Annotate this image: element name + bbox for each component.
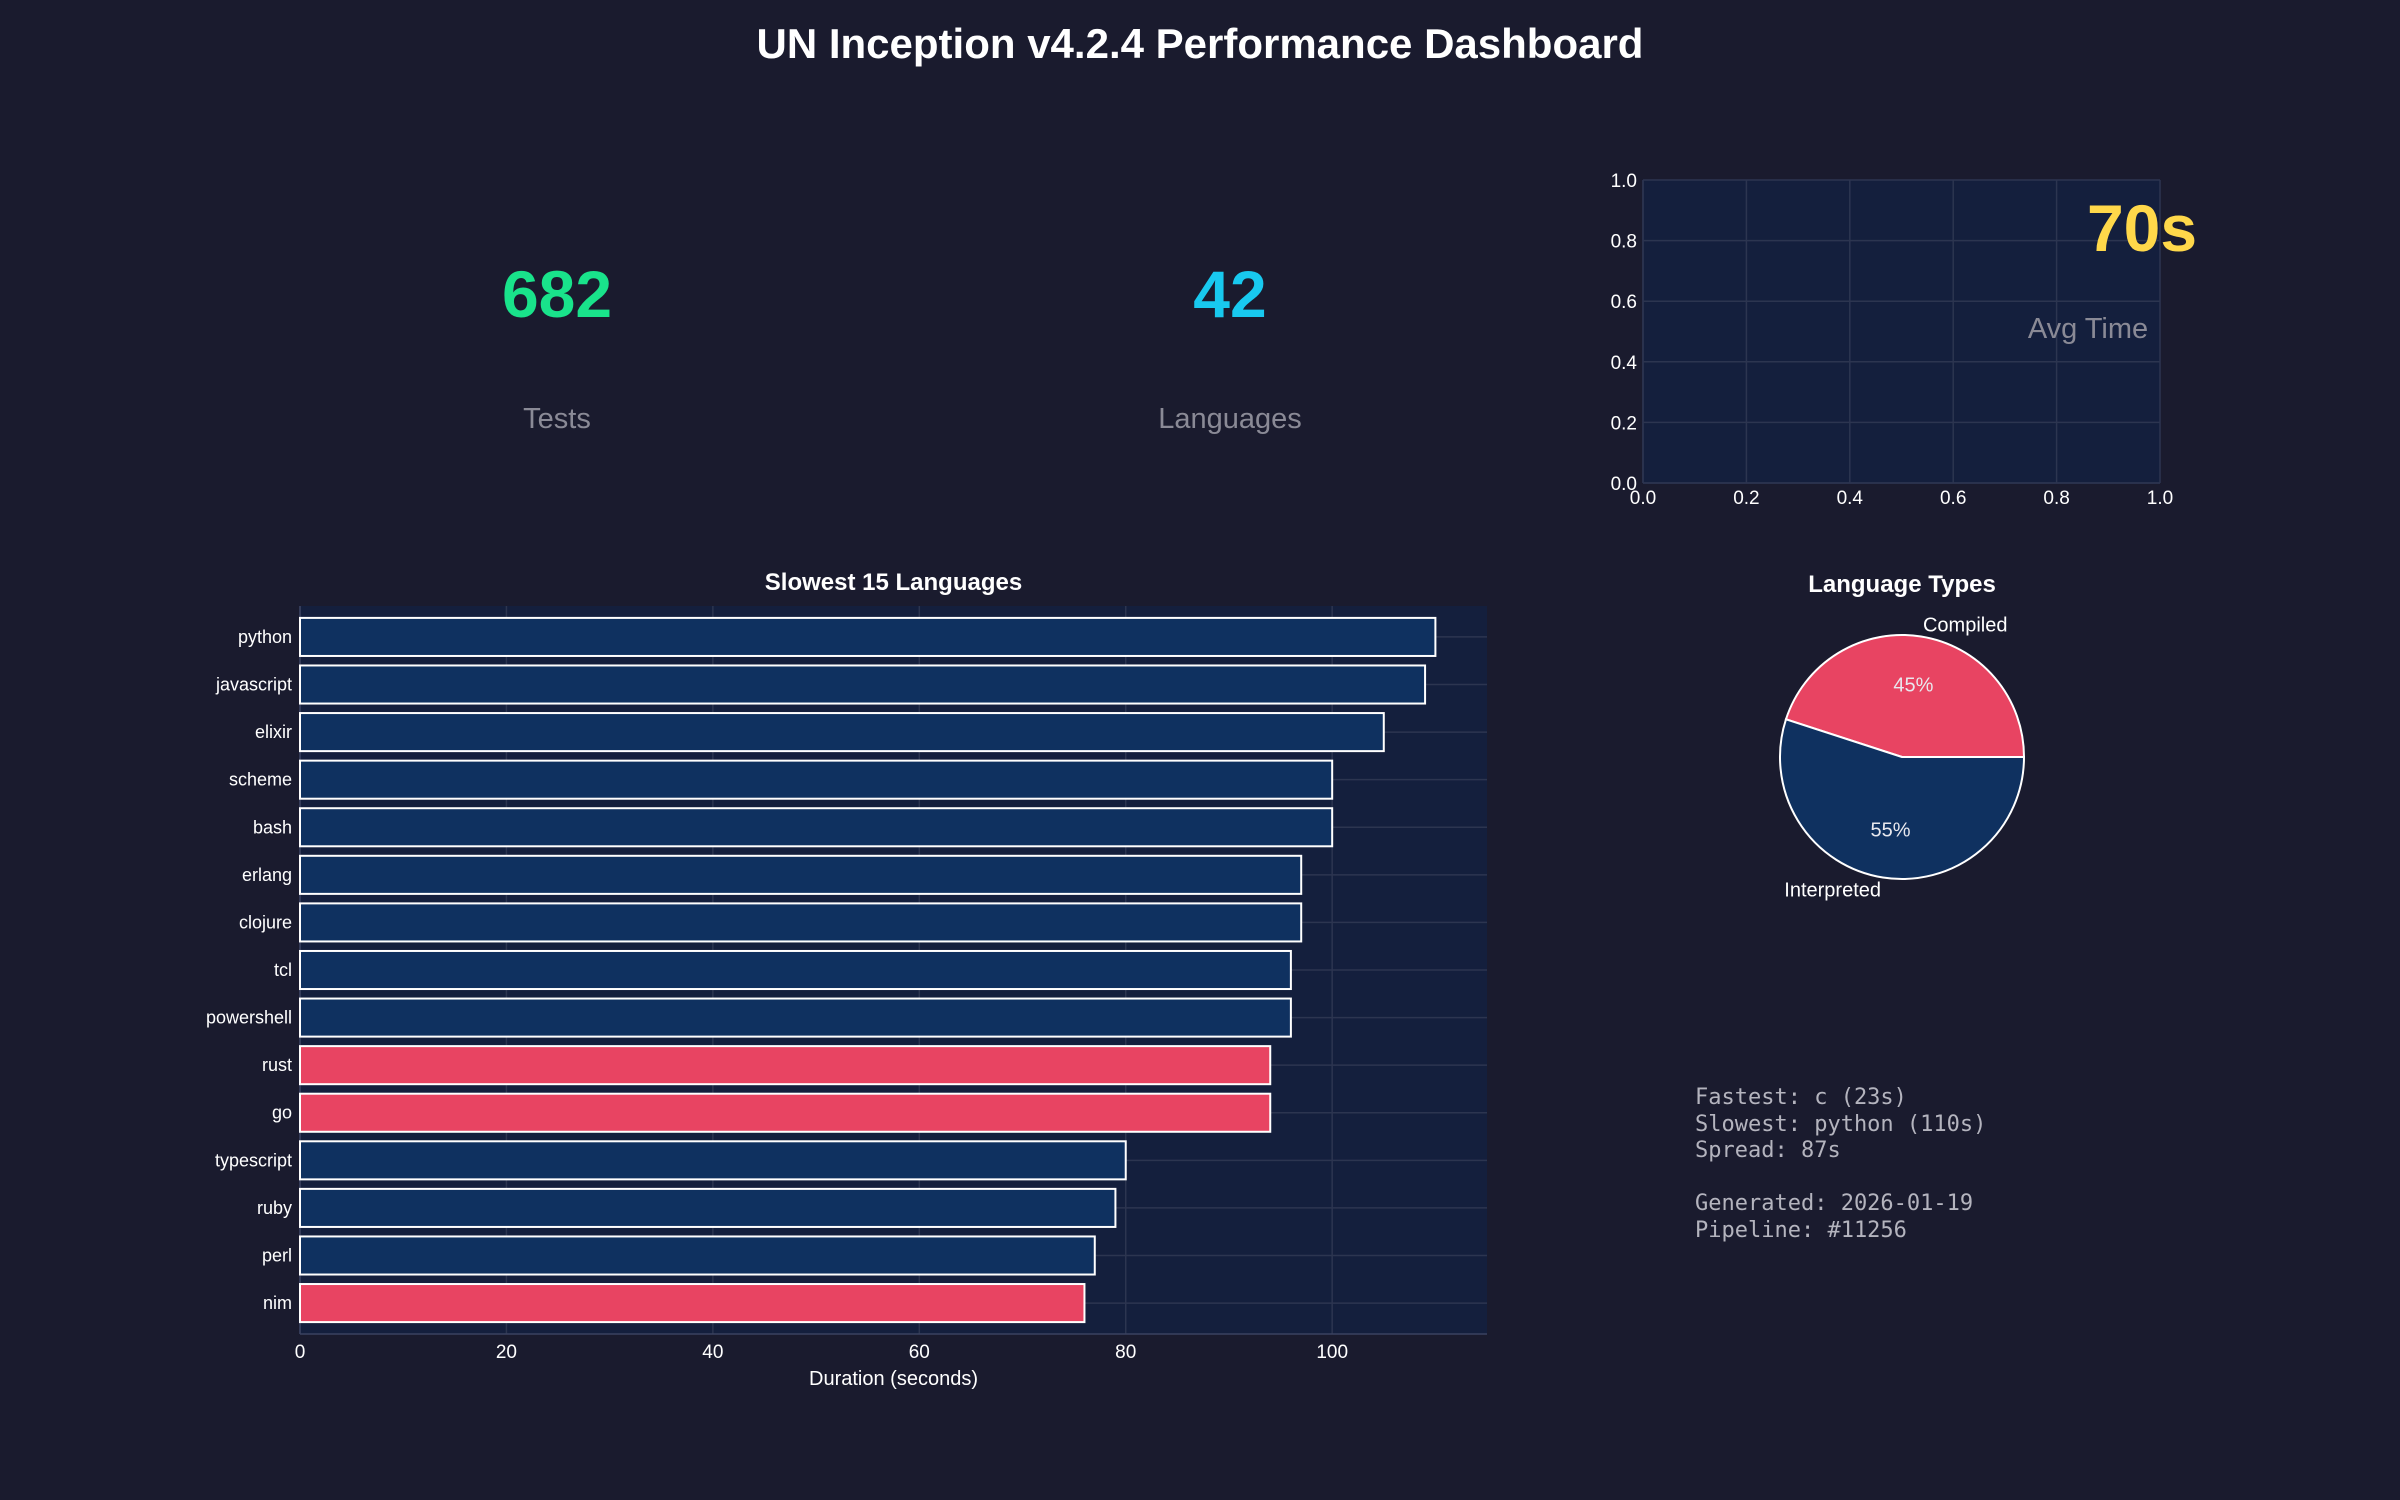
avg-time-value: 70s (2087, 191, 2197, 265)
bar-category-label: bash (253, 817, 292, 837)
bar-category-label: powershell (206, 1008, 292, 1028)
tests-count-value: 682 (501, 257, 613, 331)
bar-clojure (299, 902, 1303, 943)
bar-category-label: erlang (242, 865, 292, 885)
stat-fastest: Fastest: c (23s) (1695, 1085, 1907, 1110)
bar-nim (299, 1283, 1086, 1324)
bar-category-label: go (272, 1103, 292, 1123)
bar-x-tick-label: 80 (1115, 1342, 1136, 1363)
bar-x-axis-label: Duration (seconds) (809, 1368, 978, 1390)
avg-y-tick-label: 1.0 (1611, 171, 1637, 192)
avg-x-tick-label: 1.0 (2147, 488, 2173, 509)
bar-scheme (299, 759, 1334, 800)
avg-y-tick-label: 0.8 (1611, 232, 1637, 253)
stat-slowest: Slowest: python (110s) (1695, 1111, 1987, 1137)
bar-ruby (299, 1187, 1117, 1228)
pie-slice-compiled (1784, 634, 2026, 758)
language-types-chart: Language Types 45% Compiled 55% Interpreted (1779, 571, 2026, 902)
bar-elixir (299, 712, 1385, 753)
avg-time-chart: 0.0 0.2 0.4 0.6 0.8 1.0 0.0 0.2 0.4 0.6 0.8 1.0 70s A… (1611, 171, 2197, 509)
bar-x-tick-label: 20 (496, 1342, 517, 1363)
bar-x-tick-label: 40 (702, 1342, 723, 1363)
bar-category-label: perl (262, 1245, 292, 1265)
bar-python (299, 616, 1437, 657)
bar-category-label: ruby (257, 1198, 292, 1218)
avg-y-tick-label: 0.2 (1611, 413, 1637, 434)
bar-tcl (299, 949, 1292, 991)
bar-category-label: tcl (274, 960, 292, 980)
bar-erlang (299, 854, 1303, 895)
dashboard-title: UN Inception v4.2.4 Performance Dashboar… (756, 20, 1644, 67)
avg-time-label: Avg Time (2028, 313, 2148, 345)
bar-category-label: javascript (215, 675, 292, 695)
bar-go (299, 1092, 1272, 1133)
bar-category-label: elixir (255, 722, 292, 742)
bar-bash (299, 807, 1334, 848)
stat-generated: Generated: 2026-01-19 (1695, 1191, 1974, 1216)
bar-x-tick-label: 0 (295, 1342, 306, 1363)
stats-summary: Fastest: c (23s) Slowest: python (110s) Sp… (1695, 1085, 1986, 1244)
bar-x-tick-label: 60 (909, 1342, 930, 1363)
avg-x-tick-label: 0.8 (2043, 488, 2069, 509)
bar-category-label: scheme (229, 770, 292, 790)
pie-percent-label: 55% (1871, 819, 1911, 841)
bar-x-tick-label: 100 (1316, 1342, 1348, 1363)
bar-category-label: python (238, 627, 292, 647)
bar-typescript (299, 1140, 1127, 1181)
bar-javascript (299, 664, 1427, 705)
pie-category-label: Compiled (1923, 614, 2007, 636)
pie-slice-interpreted (1779, 718, 2026, 880)
bar-powershell (299, 997, 1292, 1038)
avg-y-tick-label: 0.6 (1611, 292, 1637, 313)
stat-pipeline: Pipeline: #11256 (1695, 1217, 1907, 1243)
avg-x-tick-label: 0.0 (1630, 488, 1656, 509)
avg-x-tick-label: 0.2 (1733, 488, 1759, 509)
bar-rust (299, 1045, 1272, 1086)
slowest-languages-chart: Slowest 15 Languages 0 20 40 60 80 100 python ja… (206, 569, 1487, 1390)
bar-chart-title: Slowest 15 Languages (765, 569, 1022, 596)
avg-y-tick-label: 0.4 (1611, 353, 1638, 374)
pie-category-label: Interpreted (1784, 880, 1881, 902)
avg-y-tick-label: 0.0 (1611, 474, 1637, 495)
stat-spread: Spread: 87s (1695, 1138, 1841, 1163)
pie-percent-label: 45% (1893, 675, 1933, 697)
languages-count-value: 42 (1193, 257, 1267, 331)
pie-chart-title: Language Types (1808, 571, 1996, 598)
avg-x-tick-label: 0.6 (1940, 488, 1966, 509)
avg-x-tick-label: 0.4 (1837, 488, 1864, 509)
languages-count-label: Languages (1158, 403, 1302, 435)
bar-category-label: nim (263, 1293, 292, 1313)
bar-category-label: rust (262, 1055, 292, 1075)
bar-category-label: clojure (239, 912, 292, 932)
avg-plot-area (1643, 180, 2160, 483)
bar-category-label: typescript (215, 1150, 292, 1170)
tests-count-label: Tests (523, 403, 591, 435)
bar-perl (299, 1235, 1096, 1276)
